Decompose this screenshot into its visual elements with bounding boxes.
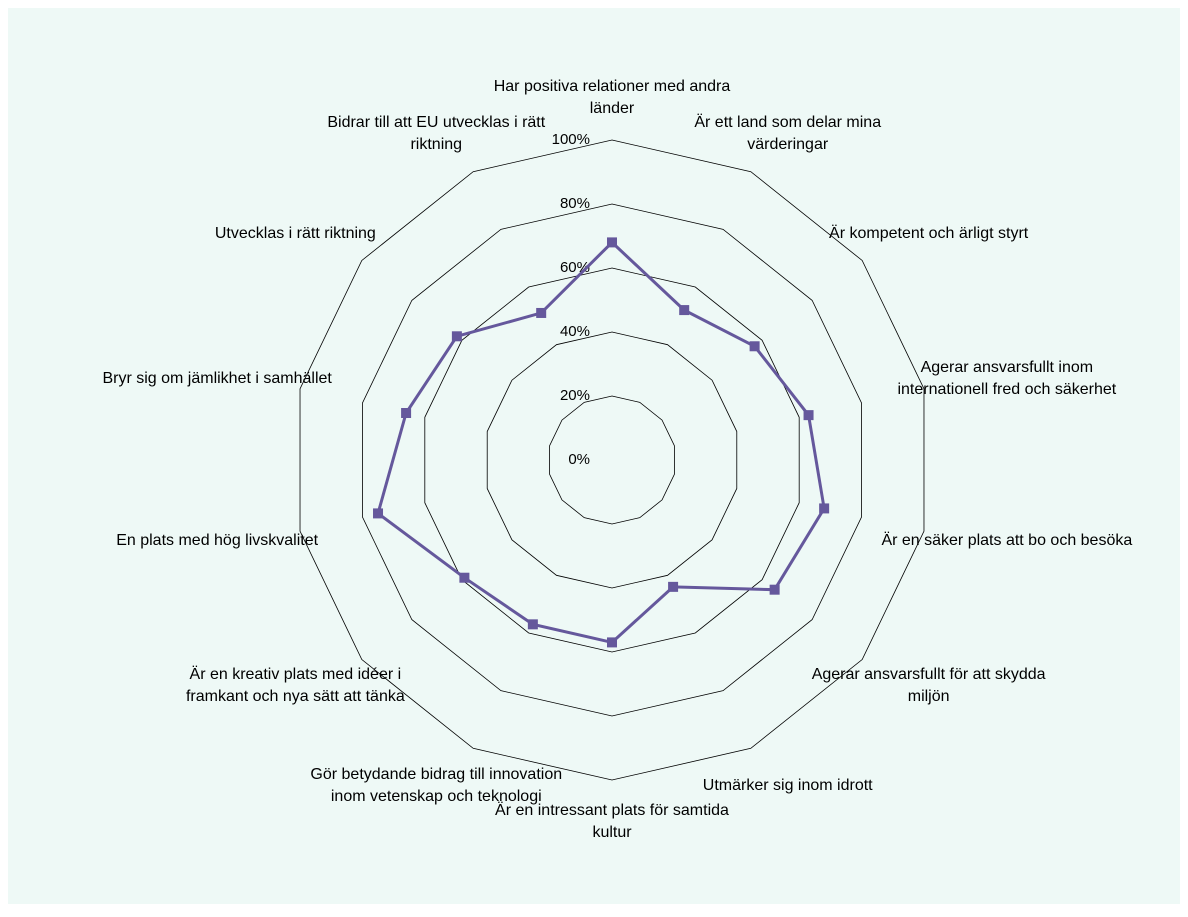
chart-background bbox=[8, 8, 1180, 904]
marker bbox=[819, 503, 830, 514]
category-label: Gör betydande bidrag till innovation ino… bbox=[310, 766, 563, 806]
category-label: Bryr sig om jämlikhet i samhället bbox=[102, 370, 332, 388]
category-label: Agerar ansvarsfullt för att skydda miljö… bbox=[811, 665, 1046, 705]
marker bbox=[679, 305, 690, 316]
category-label: Är en kreativ plats med idéer i framkant… bbox=[185, 665, 405, 705]
category-label: Är en säker plats att bo och besöka bbox=[881, 531, 1133, 549]
y-tick-label: 0% bbox=[568, 451, 590, 468]
marker bbox=[401, 408, 412, 419]
category-label: Utvecklas i rätt riktning bbox=[214, 225, 376, 243]
y-tick-label: 100% bbox=[552, 131, 590, 148]
marker bbox=[459, 572, 470, 583]
y-tick-label: 40% bbox=[560, 323, 590, 340]
marker bbox=[536, 307, 547, 318]
marker bbox=[527, 619, 538, 630]
category-label: Har positiva relationer med andra länder bbox=[493, 78, 731, 117]
category-label: Utmärker sig inom idrott bbox=[702, 777, 873, 795]
marker bbox=[749, 341, 760, 352]
grid-ring bbox=[362, 203, 862, 717]
category-label: Är ett land som delar mina värderingar bbox=[694, 113, 882, 153]
grid-ring bbox=[299, 139, 925, 781]
category-label: Är en intressant plats för samtida kultu… bbox=[495, 802, 729, 841]
marker bbox=[607, 637, 617, 648]
grid-ring bbox=[424, 267, 800, 653]
y-tick-label: 80% bbox=[560, 195, 590, 212]
marker bbox=[607, 237, 617, 248]
marker bbox=[769, 584, 780, 595]
category-label: Bidrar till att EU utvecklas i rätt rikt… bbox=[327, 113, 546, 153]
marker bbox=[451, 331, 462, 342]
grid-ring bbox=[549, 395, 675, 525]
marker bbox=[668, 581, 679, 592]
category-label: En plats med hög livskvalitet bbox=[116, 531, 319, 549]
grid-ring bbox=[486, 331, 738, 589]
category-label: Är kompetent och ärligt styrt bbox=[829, 225, 1029, 243]
category-label: Agerar ansvarsfullt inom internationell … bbox=[897, 359, 1117, 399]
marker bbox=[373, 508, 384, 519]
y-tick-label: 20% bbox=[560, 387, 590, 404]
marker bbox=[803, 410, 814, 421]
